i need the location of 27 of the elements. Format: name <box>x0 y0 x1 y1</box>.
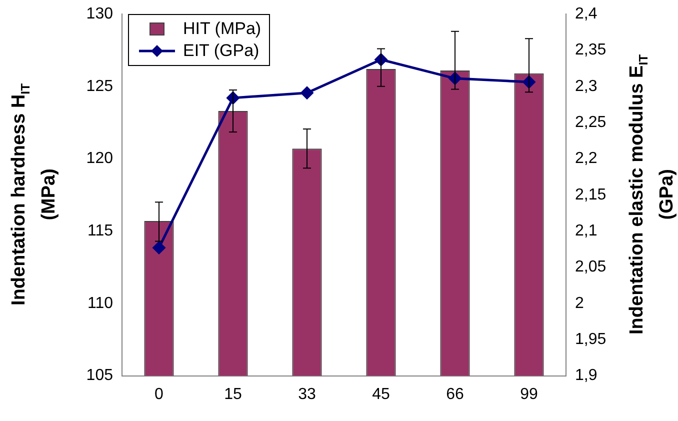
y2-tick-label: 2,05 <box>575 258 606 276</box>
x-tick-label: 0 <box>154 386 164 403</box>
y2-tick-label: 2,1 <box>575 222 598 240</box>
y2-tick-label: 2,25 <box>575 114 606 131</box>
x-tick-label: 33 <box>298 386 316 403</box>
y-tick-label: 110 <box>87 294 114 312</box>
x-tick-label: 66 <box>446 386 464 403</box>
legend-label: EIT (GPa) <box>183 41 260 61</box>
y2-tick-label: 2 <box>575 294 584 312</box>
point <box>152 241 166 254</box>
x-tick-label: 45 <box>372 386 390 403</box>
y2-tick-label: 1,95 <box>575 331 606 348</box>
y-tick-label: 125 <box>86 78 114 95</box>
x-tick-label: 99 <box>520 386 538 403</box>
y2-tick-label: 2,4 <box>575 5 598 22</box>
y-tick-label: 115 <box>87 222 114 240</box>
y-tick-label: 120 <box>86 150 114 168</box>
y-tick-label: 105 <box>86 367 114 384</box>
y2-tick-label: 2,35 <box>575 42 606 59</box>
y2-tick-label: 2,2 <box>575 150 598 168</box>
y2-tick-label: 2,3 <box>575 78 598 95</box>
point <box>300 86 314 100</box>
y-tick-label: 130 <box>86 5 114 22</box>
y2-tick-label: 2,15 <box>575 186 606 204</box>
x-tick-label: 15 <box>224 386 242 403</box>
y2-tick-label: 1,9 <box>575 367 598 384</box>
legend-label: HIT (MPa) <box>183 19 262 39</box>
